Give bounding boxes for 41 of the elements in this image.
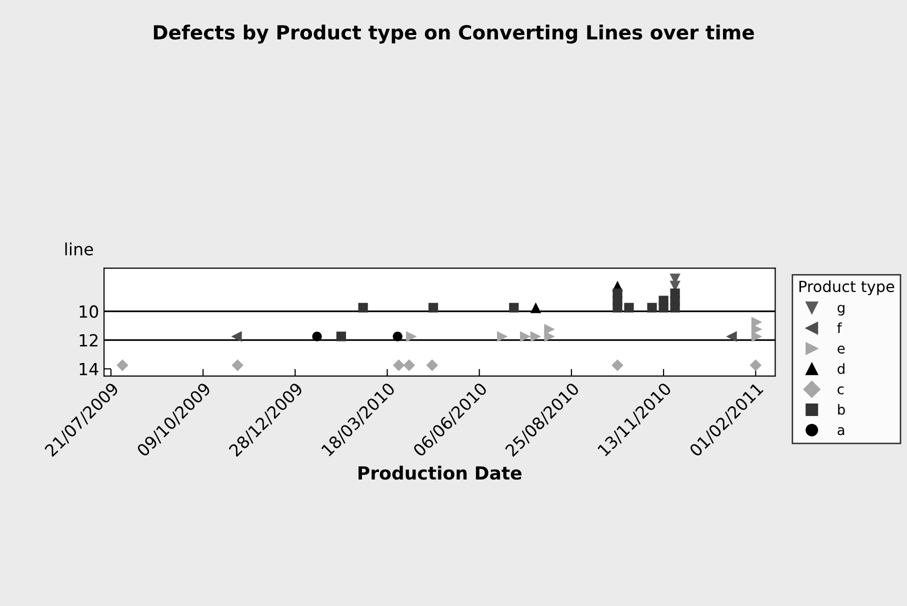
point <box>624 302 634 313</box>
point <box>751 316 762 328</box>
point <box>403 359 416 372</box>
point <box>658 296 668 306</box>
point <box>509 302 519 313</box>
chart-title: Defects by Product type on Converting Lines over time <box>154 24 754 44</box>
legend-label: g <box>838 304 844 316</box>
point <box>232 359 244 372</box>
point <box>428 302 438 313</box>
legend-title: Product type <box>799 280 894 296</box>
point <box>392 332 402 342</box>
point <box>530 331 542 342</box>
point <box>544 324 555 335</box>
legend-label: c <box>838 386 844 394</box>
legend-label: e <box>838 346 845 354</box>
point <box>336 332 346 342</box>
point <box>520 331 531 342</box>
point <box>530 302 542 314</box>
point <box>231 331 242 342</box>
legend-label: a <box>838 427 844 436</box>
point <box>612 359 624 372</box>
point <box>392 359 405 372</box>
y-axis-title: line <box>65 242 93 256</box>
point <box>406 331 417 342</box>
point <box>426 359 438 372</box>
point <box>612 288 622 298</box>
y-tick-label: 10 <box>80 305 98 318</box>
y-tick-label: 12 <box>80 334 98 346</box>
legend-label: b <box>838 404 845 415</box>
point <box>358 302 368 313</box>
point <box>726 331 737 342</box>
legend-label: f <box>837 322 842 334</box>
point <box>116 359 128 372</box>
point <box>670 288 680 298</box>
point <box>312 332 322 342</box>
legend-label: d <box>838 363 844 374</box>
point <box>496 331 508 342</box>
y-tick-label: 14 <box>80 363 98 376</box>
point <box>750 359 762 372</box>
point <box>647 302 657 313</box>
x-axis-title: Production Date <box>358 466 522 480</box>
